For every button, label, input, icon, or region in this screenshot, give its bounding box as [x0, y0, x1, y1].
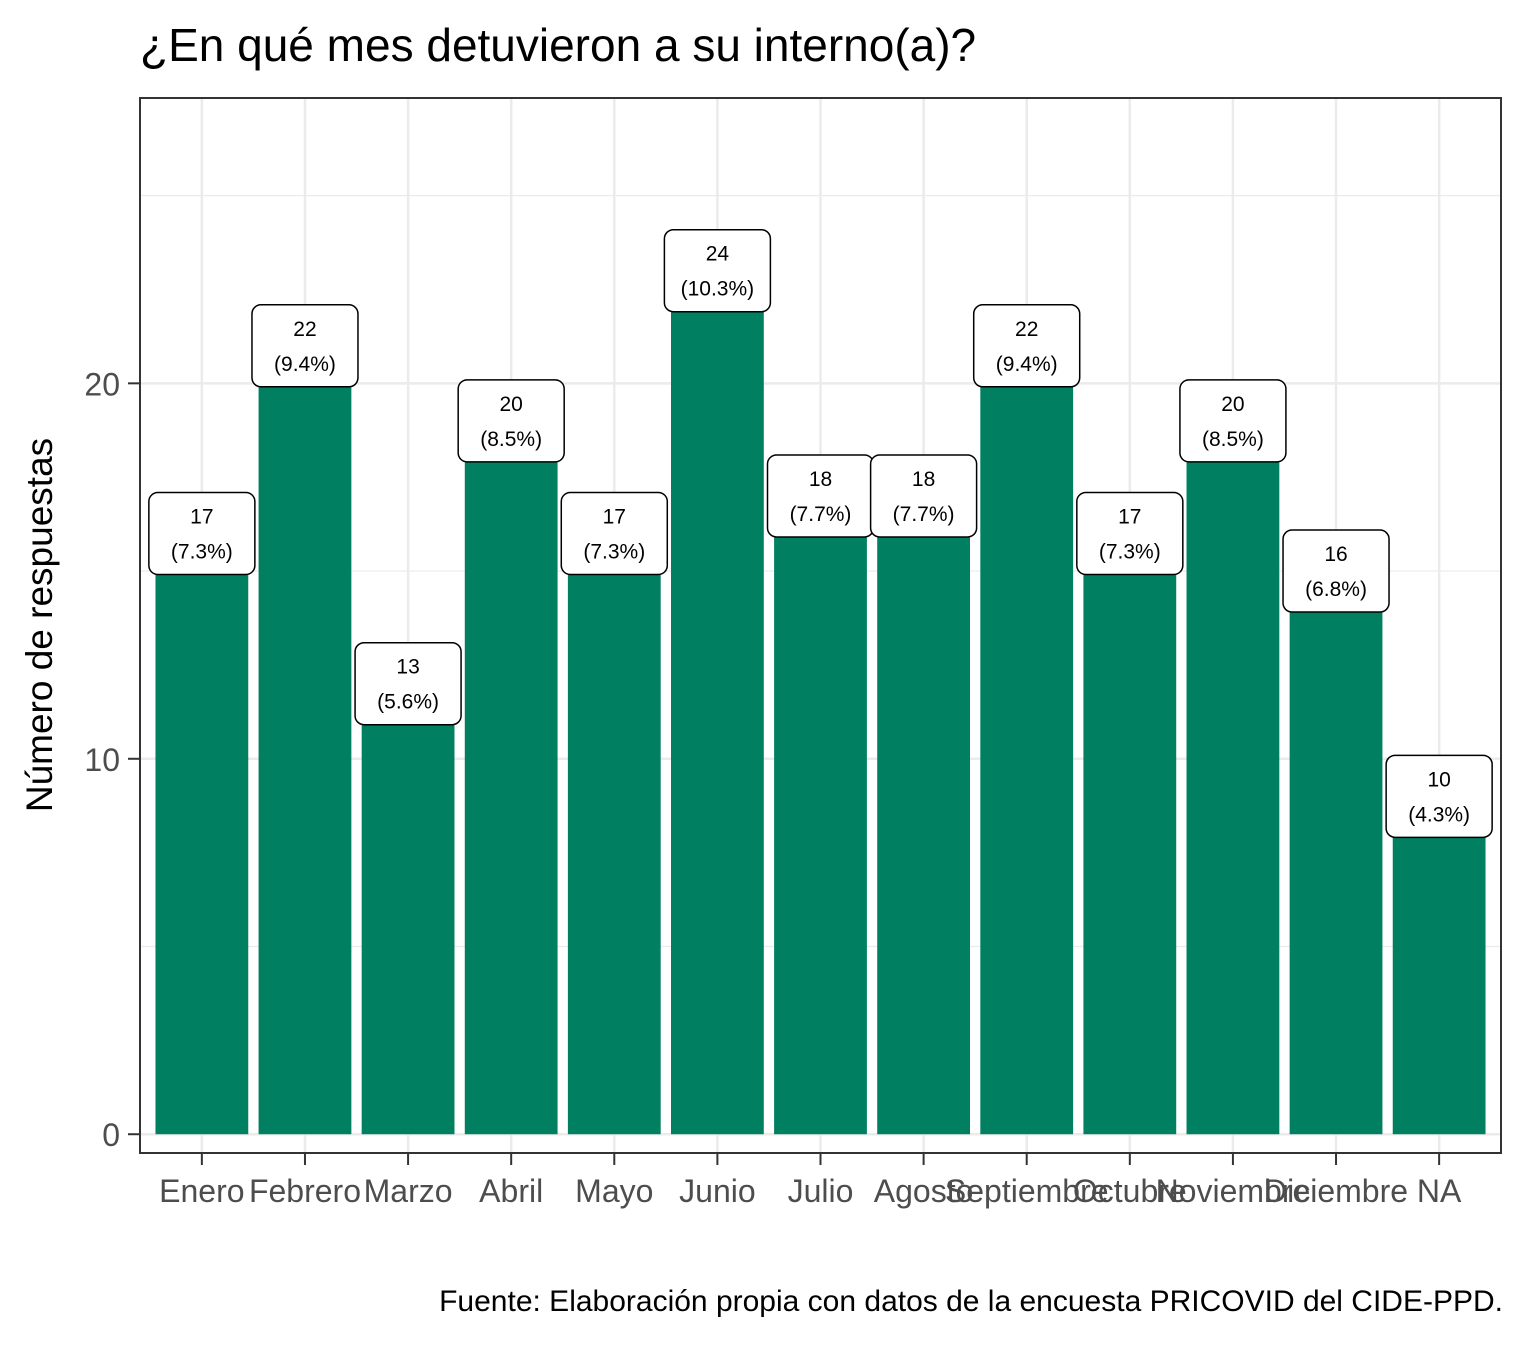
bar-label-count: 18 [912, 468, 935, 491]
bar-label-count: 20 [1221, 393, 1244, 416]
bar-label-count: 17 [190, 506, 213, 529]
bar-label-count: 22 [1015, 318, 1038, 341]
bar-label-count: 10 [1427, 768, 1450, 791]
bar-label-percent: (9.4%) [996, 353, 1058, 376]
bar-label-percent: (8.5%) [480, 428, 542, 451]
y-tick-label: 0 [102, 1117, 120, 1153]
bar-label-count: 20 [500, 393, 523, 416]
bar-label-box [869, 454, 978, 538]
chart-caption: Fuente: Elaboración propia con datos de … [439, 1285, 1503, 1318]
bar-label-count: 24 [706, 243, 730, 266]
bar-label-percent: (7.3%) [583, 541, 645, 564]
bar-label-box [1179, 379, 1287, 463]
bar-septiembre [980, 345, 1074, 1135]
bar-mayo [567, 533, 661, 1135]
bar-label-percent: (7.7%) [893, 503, 955, 526]
bar-marzo [361, 683, 455, 1135]
x-tick-label: Octubre [1073, 1173, 1187, 1209]
x-tick-label: Mayo [575, 1173, 653, 1209]
bar-label-count: 22 [293, 318, 316, 341]
bar-diciembre [1289, 571, 1383, 1135]
x-tick-label: Febrero [249, 1173, 361, 1209]
y-tick-label: 20 [84, 366, 120, 402]
bar-label-box [663, 228, 772, 313]
x-tick-label: Abril [479, 1173, 543, 1209]
bar-label-count: 13 [396, 656, 419, 679]
bar-label-box [251, 304, 359, 388]
chart-title: ¿En qué mes detuvieron a su interno(a)? [140, 19, 977, 71]
bar-label-percent: (5.6%) [377, 691, 439, 714]
y-tick-label: 10 [84, 742, 120, 778]
bar-na [1392, 796, 1486, 1135]
bar-label-box [354, 641, 462, 726]
bar-label-box [1385, 754, 1493, 839]
x-tick-label: Enero [159, 1173, 244, 1209]
x-tick-label: NA [1417, 1173, 1462, 1209]
x-tick-label: Marzo [364, 1173, 453, 1209]
bar-label-percent: (8.5%) [1202, 428, 1264, 451]
bar-label-box [457, 379, 565, 463]
x-tick-label: Noviembre [1156, 1173, 1311, 1209]
x-tick-label: Diciembre [1264, 1173, 1408, 1209]
bar-label-box [1282, 529, 1390, 613]
x-tick-label: Julio [788, 1173, 854, 1209]
bar-label-count: 17 [1118, 506, 1141, 529]
bar-label-count: 16 [1324, 543, 1347, 566]
bar-label-count: 18 [809, 468, 832, 491]
bar-label-box [148, 491, 256, 576]
bar-label-percent: (7.3%) [171, 541, 233, 564]
bar-label-box [560, 491, 669, 576]
x-tick-label: Septiembre [945, 1173, 1109, 1209]
bar-agosto [877, 495, 971, 1135]
bar-octubre [1083, 533, 1177, 1135]
bar-label-percent: (9.4%) [274, 353, 336, 376]
bar-label-percent: (7.3%) [1099, 541, 1161, 564]
bar-label-percent: (4.3%) [1408, 803, 1470, 826]
bar-label-box [1076, 491, 1184, 576]
bar-noviembre [1186, 420, 1280, 1135]
bar-abril [464, 420, 558, 1135]
bar-label-percent: (6.8%) [1305, 578, 1367, 601]
bar-enero [155, 533, 249, 1135]
bar-label-percent: (7.7%) [790, 503, 852, 526]
bar-label-box [972, 304, 1081, 388]
x-tick-label: Junio [679, 1173, 756, 1209]
bar-julio [774, 495, 867, 1135]
x-tick-label: Agosto [874, 1173, 974, 1209]
bar-label-count: 17 [603, 506, 626, 529]
bar-label-percent: (10.3%) [681, 278, 755, 301]
bar-junio [670, 270, 764, 1135]
bar-febrero [258, 345, 352, 1135]
